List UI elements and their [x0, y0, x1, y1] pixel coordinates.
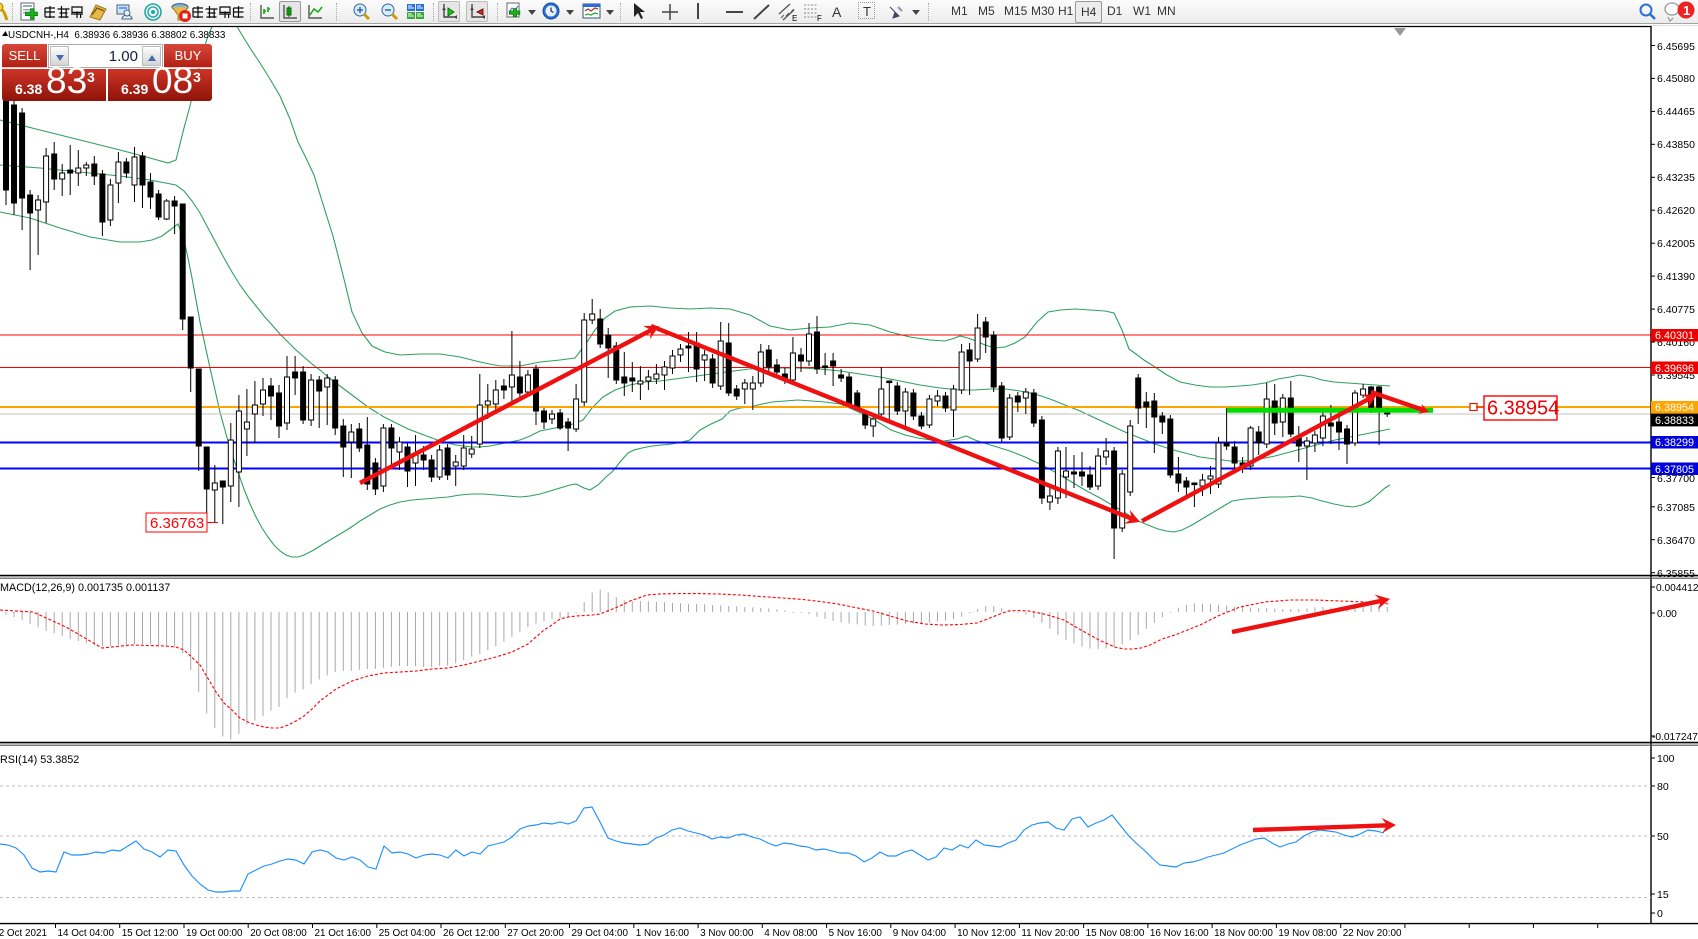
- svg-text:6.43850: 6.43850: [1657, 139, 1695, 151]
- svg-text:6.45695: 6.45695: [1657, 41, 1695, 53]
- svg-text:0: 0: [1657, 908, 1663, 920]
- svg-text:15 Oct 12:00: 15 Oct 12:00: [122, 928, 179, 939]
- svg-text:-0.017247: -0.017247: [1652, 732, 1698, 743]
- svg-text:10 Nov 12:00: 10 Nov 12:00: [957, 928, 1016, 939]
- svg-text:E: E: [792, 14, 797, 23]
- svg-text:MACD(12,26,9) 0.001735 0.00113: MACD(12,26,9) 0.001735 0.001137: [0, 582, 170, 594]
- svg-text:5 Nov 16:00: 5 Nov 16:00: [829, 928, 883, 939]
- svg-text:6.35855: 6.35855: [1657, 568, 1695, 580]
- svg-text:25 Oct 04:00: 25 Oct 04:00: [379, 928, 436, 939]
- svg-text:0.004412: 0.004412: [1656, 583, 1698, 594]
- svg-text:6.37700: 6.37700: [1657, 473, 1695, 485]
- svg-text:19 Nov 08:00: 19 Nov 08:00: [1278, 928, 1337, 939]
- svg-text:6.42620: 6.42620: [1657, 205, 1695, 217]
- svg-text:15 Nov 08:00: 15 Nov 08:00: [1086, 928, 1145, 939]
- svg-text:21 Oct 16:00: 21 Oct 16:00: [315, 928, 372, 939]
- svg-text:6.40301: 6.40301: [1655, 330, 1694, 342]
- svg-text:6.40775: 6.40775: [1657, 304, 1695, 316]
- svg-text:12 Oct 2021: 12 Oct 2021: [0, 928, 48, 939]
- svg-text:6.38954: 6.38954: [1655, 402, 1694, 414]
- svg-text:1 Nov 16:00: 1 Nov 16:00: [636, 928, 690, 939]
- svg-text:6.45080: 6.45080: [1657, 73, 1695, 85]
- svg-text:16 Nov 16:00: 16 Nov 16:00: [1150, 928, 1209, 939]
- svg-text:19 Oct 00:00: 19 Oct 00:00: [186, 928, 243, 939]
- svg-text:27 Oct 20:00: 27 Oct 20:00: [507, 928, 564, 939]
- svg-text:6.38954: 6.38954: [1487, 398, 1559, 420]
- svg-text:6.38299: 6.38299: [1655, 437, 1694, 449]
- svg-text:15: 15: [1657, 889, 1669, 901]
- svg-text:6.44465: 6.44465: [1657, 106, 1695, 118]
- svg-text:20 Oct 08:00: 20 Oct 08:00: [250, 928, 307, 939]
- svg-text:6.37085: 6.37085: [1657, 502, 1695, 514]
- svg-text:6.38833: 6.38833: [1655, 415, 1694, 427]
- svg-text:6.37805: 6.37805: [1655, 464, 1694, 476]
- svg-text:3 Nov 00:00: 3 Nov 00:00: [700, 928, 754, 939]
- svg-text:6.36470: 6.36470: [1657, 535, 1695, 547]
- svg-text:RSI(14) 53.3852: RSI(14) 53.3852: [0, 754, 79, 766]
- svg-text:18 Nov 00:00: 18 Nov 00:00: [1214, 928, 1273, 939]
- svg-text:6.41390: 6.41390: [1657, 271, 1695, 283]
- svg-text:USDCNH-,H4 6.38936 6.38936 6.: USDCNH-,H4 6.38936 6.38936 6.38802 6.388…: [8, 30, 226, 41]
- svg-text:6.36763: 6.36763: [150, 515, 204, 532]
- svg-text:0.00: 0.00: [1657, 609, 1677, 620]
- svg-text:1: 1: [1683, 3, 1690, 18]
- svg-text:6.43235: 6.43235: [1657, 172, 1695, 184]
- svg-text:4 Nov 08:00: 4 Nov 08:00: [764, 928, 818, 939]
- svg-text:26 Oct 12:00: 26 Oct 12:00: [443, 928, 500, 939]
- svg-text:6.39696: 6.39696: [1655, 363, 1694, 375]
- svg-text:14 Oct 04:00: 14 Oct 04:00: [58, 928, 115, 939]
- svg-text:50: 50: [1657, 831, 1669, 843]
- svg-text:6.42005: 6.42005: [1657, 238, 1695, 250]
- svg-text:100: 100: [1657, 753, 1675, 765]
- svg-text:F: F: [817, 14, 822, 23]
- svg-text:9 Nov 04:00: 9 Nov 04:00: [893, 928, 947, 939]
- svg-text:11 Nov 20:00: 11 Nov 20:00: [1021, 928, 1080, 939]
- svg-text:22 Nov 20:00: 22 Nov 20:00: [1343, 928, 1402, 939]
- svg-text:80: 80: [1657, 781, 1669, 793]
- svg-text:29 Oct 04:00: 29 Oct 04:00: [572, 928, 629, 939]
